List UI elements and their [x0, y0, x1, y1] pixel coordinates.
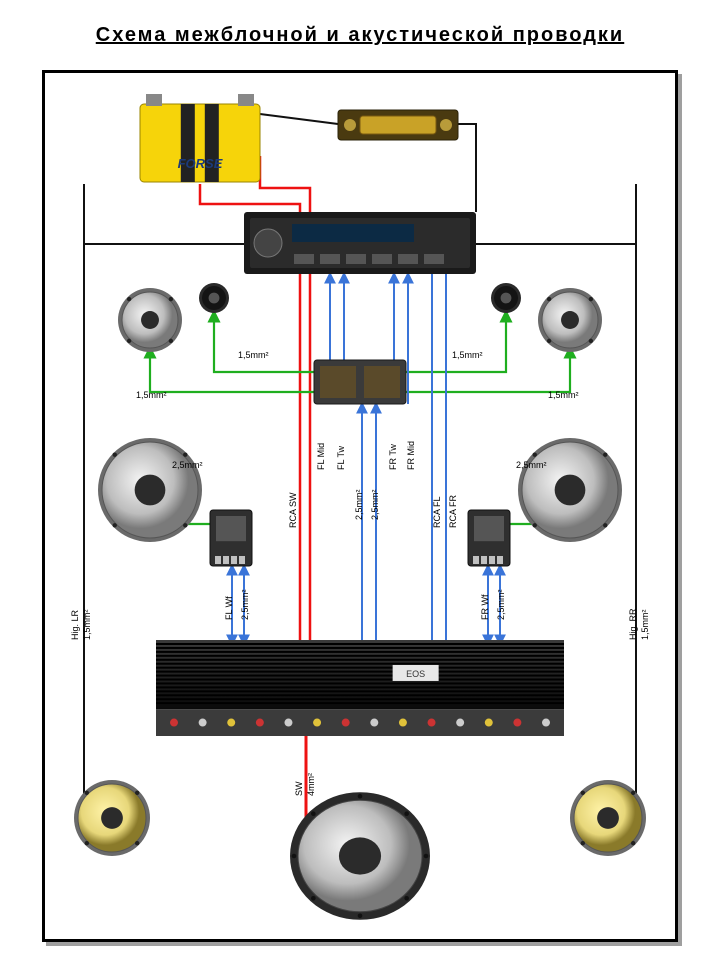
wire-label: Hig. LR [70, 609, 80, 640]
wire-label: 2,5mm² [172, 460, 203, 470]
wire-label: FL Mid [316, 443, 326, 470]
woofer-right [518, 438, 622, 542]
wire-label: 1,5mm² [136, 390, 167, 400]
wire-label: FR Tw [388, 444, 398, 470]
wire-label: FR Wf [480, 594, 490, 620]
wire-label: 2,5mm² [240, 589, 250, 620]
subwoofer [290, 792, 430, 920]
wire-label: RCA SW [288, 492, 298, 528]
crossover-main [314, 360, 406, 404]
wire-label: 1,5mm² [548, 390, 579, 400]
wire-label: Hig. RR [628, 608, 638, 640]
wire-label: 2,5mm² [354, 489, 364, 520]
svg-text:EOS: EOS [406, 669, 425, 679]
head-unit [244, 212, 476, 274]
wire-label: 2,5mm² [370, 489, 380, 520]
battery-label: FORSE [178, 156, 223, 171]
wire-label: 1,5mm² [640, 609, 650, 640]
battery: FORSE [140, 94, 260, 182]
tweeter-right [491, 283, 521, 313]
wire-label: 2,5mm² [516, 460, 547, 470]
wire-label: 2,5mm² [496, 589, 506, 620]
wire [260, 114, 338, 124]
woofer-left [98, 438, 202, 542]
fuse-holder [338, 110, 458, 140]
tweeter-left [199, 283, 229, 313]
wire-label: FL Wf [224, 596, 234, 620]
wire [406, 312, 506, 372]
wire [406, 348, 570, 392]
rear-left [74, 780, 150, 856]
diagram-canvas: FORSE EOS 1,5mm² 1,5mm² 1,5mm² 1,5mm² 2,5mm² 2… [0, 0, 720, 960]
wire [458, 124, 476, 212]
mid-right [538, 288, 602, 352]
mid-left [118, 288, 182, 352]
wire-label: FR Mid [406, 441, 416, 470]
wire-label: 1,5mm² [238, 350, 269, 360]
wire-label: 1,5mm² [452, 350, 483, 360]
wire [150, 348, 314, 392]
wire-label: SW [294, 781, 304, 796]
wire-label: 1,5mm² [82, 609, 92, 640]
page: Схема межблочной и акустической проводки… [0, 0, 720, 960]
wire-label: RCA FL [432, 496, 442, 528]
crossover-left [210, 510, 252, 566]
crossover-right [468, 510, 510, 566]
amplifier: EOS [156, 640, 564, 736]
wire-label: 4mm² [306, 773, 316, 796]
rear-right [570, 780, 646, 856]
wire-label: RCA FR [448, 494, 458, 528]
wire-label: FL Tw [336, 445, 346, 470]
